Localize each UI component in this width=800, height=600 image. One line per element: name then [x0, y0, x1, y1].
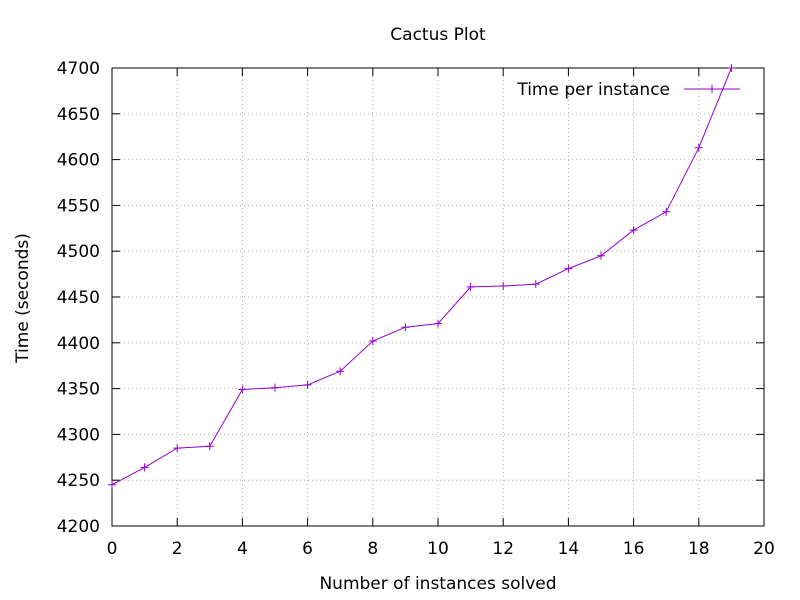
data-point [499, 282, 508, 291]
data-point [238, 385, 247, 394]
x-tick-label: 20 [753, 539, 775, 559]
legend-label: Time per instance [516, 80, 670, 100]
x-tick-label: 12 [492, 539, 514, 559]
x-tick-label: 0 [107, 539, 118, 559]
y-tick-label: 4350 [57, 380, 100, 400]
x-axis-label: Number of instances solved [319, 574, 556, 594]
y-tick-label: 4650 [57, 105, 100, 125]
legend-marker [708, 85, 716, 93]
x-tick-label: 2 [172, 539, 183, 559]
data-point [108, 480, 116, 489]
y-tick-label: 4700 [57, 59, 100, 79]
data-point [597, 251, 605, 260]
data-point [629, 226, 638, 235]
y-tick-label: 4550 [57, 196, 100, 216]
data-point [336, 367, 345, 376]
y-tick-label: 4200 [57, 517, 100, 537]
y-tick-label: 4250 [57, 471, 100, 491]
y-tick-label: 4400 [57, 334, 100, 354]
data-point [401, 323, 410, 332]
data-point [434, 319, 442, 328]
data-point [368, 336, 377, 345]
x-tick-label: 8 [367, 539, 378, 559]
x-tick-label: 14 [558, 539, 580, 559]
series-line [111, 67, 732, 486]
x-tick-label: 4 [237, 539, 248, 559]
y-tick-label: 4600 [57, 151, 100, 171]
y-tick-label: 4300 [57, 425, 100, 445]
x-tick-label: 6 [302, 539, 313, 559]
data-point [303, 380, 312, 389]
data-point [205, 442, 214, 451]
data-point [694, 143, 703, 152]
grid [112, 68, 764, 526]
y-tick-label: 4500 [57, 242, 100, 262]
x-tick-label: 10 [427, 539, 449, 559]
data-point [173, 444, 182, 453]
chart-title: Cactus Plot [390, 25, 486, 45]
data-point [727, 64, 736, 72]
data-point [662, 207, 671, 216]
y-axis-label: Time (seconds) [13, 233, 33, 364]
series-layer [108, 64, 736, 489]
data-point [466, 282, 475, 291]
data-point [140, 463, 149, 472]
x-tick-label: 16 [623, 539, 645, 559]
data-point [564, 264, 573, 273]
legend: Time per instance [516, 80, 740, 100]
y-tick-label: 4450 [57, 288, 100, 308]
axis-ticks: 0 2 4 6 8 10 12 14 16 18 20 4200 4250 4300 4350 4400 445… [57, 59, 775, 559]
data-point [271, 383, 279, 392]
data-point [531, 280, 540, 289]
x-tick-label: 18 [688, 539, 710, 559]
